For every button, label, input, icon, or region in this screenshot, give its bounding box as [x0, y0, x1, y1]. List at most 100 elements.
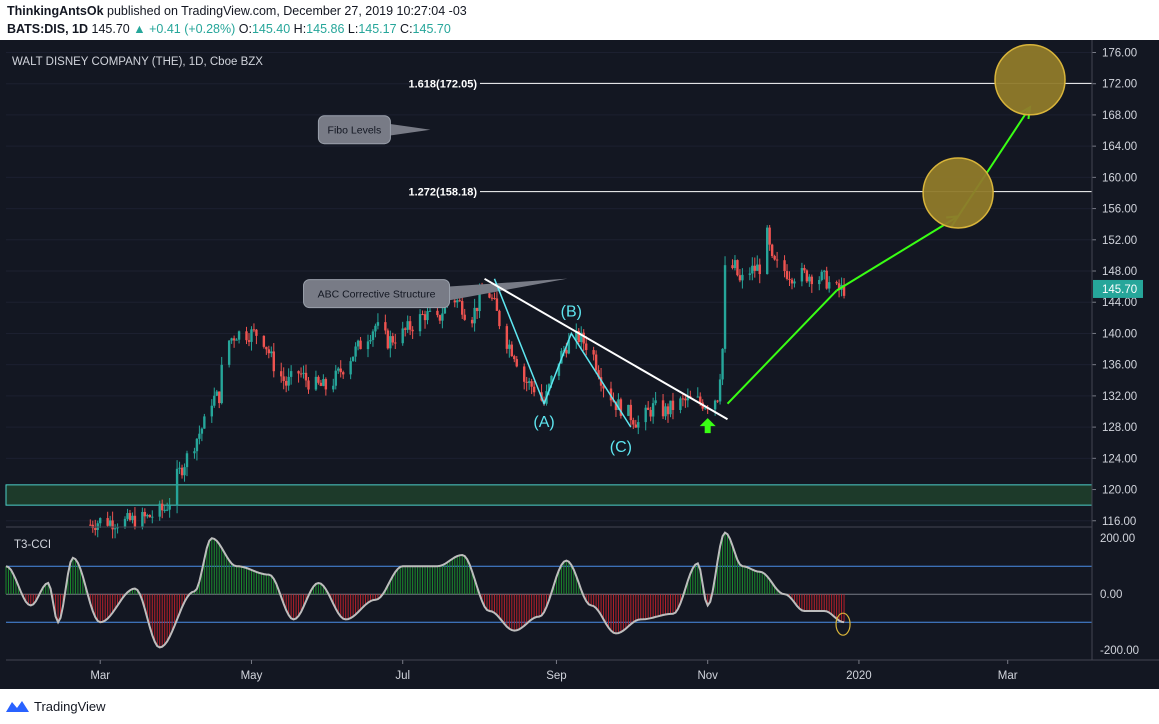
cci-highlight-circle: [835, 612, 851, 636]
price-tick-label: 116.00: [1102, 516, 1136, 528]
time-tick-label: Jul: [395, 670, 410, 682]
price-tick-label: 136.00: [1102, 360, 1137, 372]
candle-body: [322, 379, 325, 386]
callout-box: [317, 115, 391, 145]
candle-body: [818, 279, 821, 285]
candle-body: [267, 349, 271, 354]
price-tick-label: 124.00: [1102, 453, 1137, 465]
candle-body: [627, 404, 630, 416]
candle-body: [366, 341, 370, 350]
candle-body: [99, 518, 102, 524]
candle-body: [299, 373, 303, 375]
price-tick-label: 164.00: [1102, 141, 1137, 153]
candle-body: [679, 398, 682, 410]
candle-body: [163, 509, 166, 511]
high-value: 145.86: [306, 22, 345, 36]
candle-body: [510, 344, 514, 357]
candlesticks[interactable]: [89, 224, 846, 539]
drawings[interactable]: Fibo Levels ABC Corrective Structure (A) (B…: [303, 44, 1066, 456]
candle-body: [218, 391, 221, 404]
author-name[interactable]: ThinkingAntsOk: [7, 4, 104, 18]
open-label: O:: [238, 22, 252, 36]
last-price-label: 145.70: [1102, 284, 1137, 296]
cci-tick-label: -200.00: [1100, 645, 1139, 657]
candle-body: [332, 385, 335, 390]
candle-body: [158, 503, 161, 517]
candle-body: [644, 407, 647, 423]
candle-body: [113, 528, 117, 530]
candle-body: [111, 520, 114, 530]
candle-body: [716, 400, 719, 402]
candle-body: [297, 371, 300, 374]
price-tick-label: 140.00: [1102, 328, 1137, 340]
brand-label[interactable]: TradingView: [34, 699, 106, 714]
candle-body: [287, 376, 290, 386]
candle-body: [284, 380, 288, 386]
candle-body: [765, 227, 769, 275]
candle-body: [666, 406, 670, 415]
fibonacci-levels: 1.618(172.05) 1.272(158.18): [409, 78, 1092, 199]
time-tick-label: Mar: [998, 670, 1018, 682]
candle-body: [580, 332, 583, 343]
candle-body: [785, 271, 789, 279]
callout-text: ABC Corrective Structure: [318, 289, 436, 301]
candle-body: [532, 386, 536, 393]
candle-body: [133, 515, 137, 528]
candle-body: [203, 416, 206, 429]
candle-body: [696, 396, 699, 398]
indicator-name: T3-CCI: [14, 539, 51, 551]
candle-body: [508, 344, 511, 349]
candle-body: [495, 298, 499, 311]
candle-body: [634, 424, 637, 428]
candle-body: [748, 273, 752, 275]
change-up-icon: ▲: [133, 22, 146, 36]
time-tick-label: Sep: [546, 670, 566, 682]
candle-body: [594, 354, 598, 371]
candle-body: [314, 376, 318, 390]
price-tick-label: 172.00: [1102, 79, 1137, 91]
candle-body: [490, 297, 494, 299]
candle-body: [108, 520, 112, 526]
candle-body: [200, 428, 204, 434]
candle-body: [820, 271, 823, 280]
candle-body: [823, 270, 826, 272]
candle-body: [718, 379, 722, 402]
candle-body: [793, 281, 796, 284]
candle-body: [686, 396, 690, 401]
projection-segment: [836, 215, 959, 292]
symbol-label: BATS:DIS, 1D: [7, 22, 89, 36]
price-tick-label: 148.00: [1102, 266, 1137, 278]
candle-body: [337, 368, 340, 371]
candle-body: [478, 291, 481, 312]
candle-body: [426, 311, 429, 321]
candle-body: [116, 527, 119, 529]
candle-body: [842, 284, 846, 296]
candle-body: [282, 376, 285, 381]
target-circle: [922, 157, 994, 229]
close-label: C:: [400, 22, 413, 36]
candle-body: [835, 282, 838, 284]
candle-body: [463, 314, 466, 320]
candle-body: [632, 420, 635, 425]
candle-body: [436, 310, 439, 316]
candle-body: [374, 325, 377, 332]
candle-body: [131, 515, 134, 521]
candle-body: [488, 293, 491, 298]
candle-body: [584, 343, 588, 351]
candle-body: [180, 467, 184, 476]
wave-label: (A): [533, 414, 554, 431]
candle-body: [808, 276, 811, 282]
callout-pointer: [388, 123, 431, 136]
candle-body: [94, 528, 97, 530]
candle-body: [770, 244, 774, 257]
tradingview-logo-icon[interactable]: [6, 700, 30, 714]
candle-body: [185, 453, 189, 468]
price-tick-label: 144.00: [1102, 297, 1137, 309]
candle-body: [669, 400, 672, 415]
chart-canvas[interactable]: 1.618(172.05) 1.272(158.18) Fibo Levels AB…: [0, 40, 1159, 689]
price-tick-label: 128.00: [1102, 422, 1137, 434]
candle-body: [349, 361, 352, 375]
candle-body: [741, 274, 744, 281]
candle-body: [247, 340, 251, 342]
chart-header: ThinkingAntsOk published on TradingView.…: [0, 0, 1159, 40]
